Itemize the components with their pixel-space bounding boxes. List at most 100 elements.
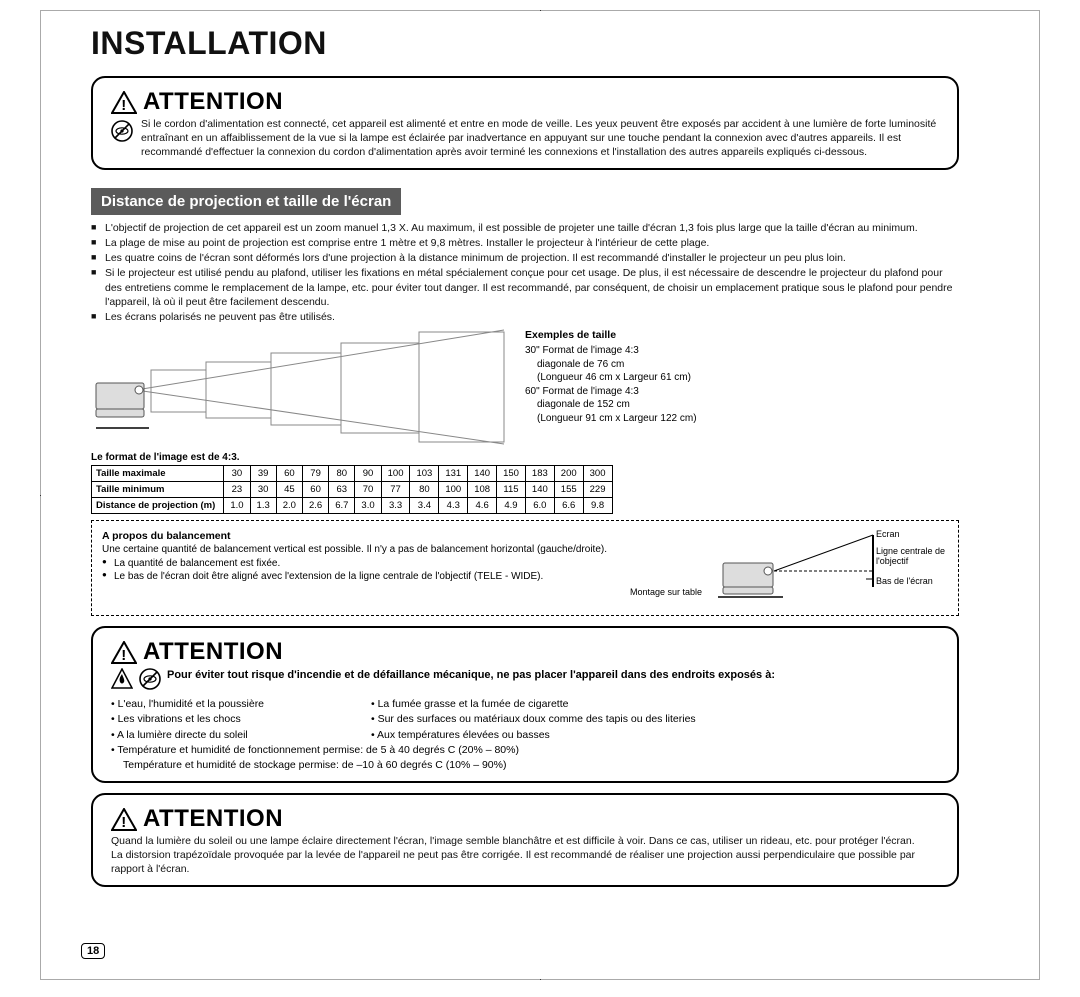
tilt-header: A propos du balancement: [102, 529, 702, 543]
table-row: Taille maximale 303960798090100103131140…: [92, 466, 613, 482]
row-label: Taille minimum: [92, 482, 224, 498]
attention-label: ATTENTION: [143, 805, 283, 833]
cell: 3.3: [381, 498, 410, 514]
tilt-bullet: Le bas de l'écran doit être aligné avec …: [102, 570, 702, 584]
table-mount-label: Montage sur table: [102, 586, 702, 598]
cell: 200: [554, 466, 583, 482]
row-label: Taille maximale: [92, 466, 224, 482]
cell: 80: [329, 466, 355, 482]
cell: 150: [497, 466, 526, 482]
cell: 108: [468, 482, 497, 498]
table-row: Taille minimum 2330456063707780100108115…: [92, 482, 613, 498]
cell: 155: [554, 482, 583, 498]
label-ecran: Ecran: [876, 529, 900, 539]
warning-triangle-icon: !: [111, 91, 137, 114]
attention-box-3: ! ATTENTION Quand la lumière du soleil o…: [91, 793, 959, 887]
cell: 3.4: [410, 498, 439, 514]
temp-line: Température et humidité de fonctionnemen…: [111, 743, 939, 758]
attention-heading: ! ATTENTION: [111, 805, 939, 833]
cell: 2.0: [276, 498, 302, 514]
cell: 300: [583, 466, 612, 482]
examples-line: diagonale de 152 cm: [525, 398, 697, 412]
cell: 100: [439, 482, 468, 498]
attention-3-p2: La distorsion trapézoïdale provoquée par…: [111, 849, 939, 877]
cell: 229: [583, 482, 612, 498]
page-frame: INSTALLATION ! ATTENTION Si le cordon d'…: [40, 10, 1040, 980]
cell: 6.7: [329, 498, 355, 514]
temp-line-2: Température et humidité de stockage perm…: [111, 758, 939, 773]
examples-line: (Longueur 91 cm x Largeur 122 cm): [525, 412, 697, 426]
tilt-bullet: La quantité de balancement est fixée.: [102, 557, 702, 571]
distance-bullets: L'objectif de projection de cet appareil…: [91, 221, 959, 324]
cell: 140: [468, 466, 497, 482]
examples-line: 60" Format de l'image 4:3: [525, 385, 697, 399]
cell: 4.6: [468, 498, 497, 514]
bullet-item: Les écrans polarisés ne peuvent pas être…: [91, 310, 959, 324]
fire-warning-icon: [111, 668, 133, 695]
cell: 60: [302, 482, 328, 498]
cell: 80: [410, 482, 439, 498]
bullet-item: La plage de mise au point de projection …: [91, 236, 959, 250]
hazard-item: Les vibrations et les chocs: [111, 712, 361, 727]
cell: 60: [276, 466, 302, 482]
cell: 45: [276, 482, 302, 498]
cell: 90: [355, 466, 381, 482]
cell: 131: [439, 466, 468, 482]
hazard-item: A la lumière directe du soleil: [111, 728, 361, 743]
cell: 4.9: [497, 498, 526, 514]
bullet-item: Les quatre coins de l'écran sont déformé…: [91, 251, 959, 265]
hazard-list: L'eau, l'humidité et la poussière La fum…: [111, 697, 939, 743]
projection-diagram: [91, 328, 511, 448]
cell: 115: [497, 482, 526, 498]
bullet-item: L'objectif de projection de cet appareil…: [91, 221, 959, 235]
cell: 30: [224, 466, 250, 482]
hazard-item: La fumée grasse et la fumée de cigarette: [371, 697, 939, 712]
examples-header: Exemples de taille: [525, 328, 697, 342]
warning-triangle-icon: !: [111, 641, 137, 664]
cell: 30: [250, 482, 276, 498]
attention-box-2: ! ATTENTION Pour éviter tout risque d'in…: [91, 626, 959, 783]
cell: 6.6: [554, 498, 583, 514]
tilt-box: A propos du balancement Une certaine qua…: [91, 520, 959, 616]
section-banner: Distance de projection et taille de l'éc…: [91, 188, 401, 215]
hazard-item: L'eau, l'humidité et la poussière: [111, 697, 361, 712]
no-look-icon: [139, 668, 161, 695]
cell: 9.8: [583, 498, 612, 514]
examples-line: (Longueur 46 cm x Largeur 61 cm): [525, 371, 697, 385]
cell: 140: [525, 482, 554, 498]
no-look-icon: [111, 120, 133, 147]
examples-line: diagonale de 76 cm: [525, 358, 697, 372]
cell: 100: [381, 466, 410, 482]
bullet-item: Si le projecteur est utilisé pendu au pl…: [91, 266, 959, 309]
attention-heading: ! ATTENTION: [111, 638, 939, 666]
label-ligne: Ligne centrale de l'objectif: [876, 547, 948, 567]
warning-triangle-icon: !: [111, 808, 137, 831]
page-title: INSTALLATION: [91, 25, 959, 62]
cell: 1.3: [250, 498, 276, 514]
cell: 63: [329, 482, 355, 498]
cell: 23: [224, 482, 250, 498]
attention-label: ATTENTION: [143, 638, 283, 666]
page-number: 18: [81, 943, 105, 959]
hazard-bold-text: Pour éviter tout risque d'incendie et de…: [167, 668, 775, 682]
hazard-item: Sur des surfaces ou matériaux doux comme…: [371, 712, 939, 727]
cell: 183: [525, 466, 554, 482]
cell: 3.0: [355, 498, 381, 514]
size-examples: Exemples de taille 30" Format de l'image…: [519, 328, 697, 448]
hazard-item: Aux températures élevées ou basses: [371, 728, 939, 743]
examples-line: 30" Format de l'image 4:3: [525, 344, 697, 358]
cell: 70: [355, 482, 381, 498]
cell: 6.0: [525, 498, 554, 514]
format-label: Le format de l'image est de 4:3.: [91, 452, 959, 463]
cell: 79: [302, 466, 328, 482]
attention-heading: ! ATTENTION: [111, 88, 939, 116]
svg-text:!: !: [121, 814, 127, 831]
row-label: Distance de projection (m): [92, 498, 224, 514]
tilt-intro: Une certaine quantité de balancement ver…: [102, 543, 702, 557]
attention-1-text: Si le cordon d'alimentation est connecté…: [141, 118, 939, 160]
cell: 1.0: [224, 498, 250, 514]
svg-text:!: !: [121, 647, 127, 664]
attention-3-p1: Quand la lumière du soleil ou une lampe …: [111, 835, 939, 849]
attention-label: ATTENTION: [143, 88, 283, 116]
size-table: Taille maximale 303960798090100103131140…: [91, 465, 613, 514]
